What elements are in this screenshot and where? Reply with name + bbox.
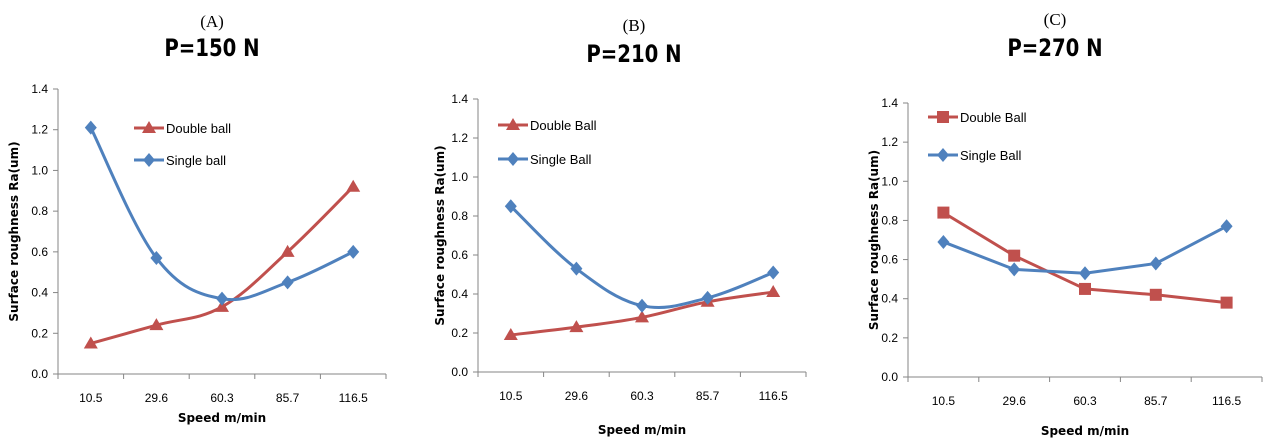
x-tick-label: 60.3 (210, 391, 234, 405)
y-axis-title: Surface roughness Ra(um) (433, 145, 447, 325)
legend-label: Double Ball (530, 118, 597, 133)
x-tick-label: 60.3 (1073, 394, 1097, 408)
x-tick-label: 10.5 (499, 389, 523, 403)
y-axis-title: Surface roughness Ra(um) (7, 141, 21, 321)
y-tick-label: 0.4 (881, 292, 898, 306)
data-point-single (1149, 256, 1162, 271)
legend-marker (937, 148, 949, 162)
data-point-double (1149, 288, 1162, 301)
x-tick-label: 29.6 (565, 389, 589, 403)
data-point-double (346, 179, 361, 192)
legend-marker (506, 118, 520, 130)
legend-marker (142, 121, 156, 133)
x-tick-label: 85.7 (1144, 394, 1168, 408)
y-tick-label: 1.0 (451, 170, 468, 184)
y-tick-label: 0.2 (31, 326, 48, 340)
y-tick-label: 0.6 (451, 248, 468, 262)
data-point-single (84, 120, 97, 135)
x-axis-title: Speed m/min (178, 411, 266, 425)
y-tick-label: 1.4 (881, 96, 898, 110)
data-point-double (83, 336, 98, 349)
data-point-double (1220, 296, 1233, 309)
x-tick-label: 29.6 (1003, 394, 1027, 408)
legend-label: Single Ball (960, 148, 1022, 163)
y-tick-label: 0.6 (881, 253, 898, 267)
y-tick-label: 0.4 (31, 286, 48, 300)
data-point-double (569, 320, 584, 333)
panel-label: (A) (200, 12, 224, 31)
y-tick-label: 0.0 (881, 370, 898, 384)
x-axis-title: Speed m/min (1041, 424, 1129, 438)
series-line-single (942, 224, 1228, 275)
data-point-single (937, 234, 950, 249)
x-tick-label: 10.5 (79, 391, 103, 405)
y-tick-label: 0.4 (451, 287, 468, 301)
x-tick-label: 85.7 (696, 389, 720, 403)
data-point-double (635, 310, 649, 323)
y-tick-label: 0.8 (31, 204, 48, 218)
y-tick-label: 1.2 (31, 123, 48, 137)
y-tick-label: 1.0 (881, 174, 898, 188)
data-point-single (636, 298, 648, 313)
data-point-single (701, 290, 714, 305)
data-point-double (280, 244, 295, 257)
data-point-single (216, 291, 228, 306)
chart-title: P=150 N (164, 34, 260, 62)
y-tick-label: 0.2 (881, 331, 898, 345)
y-tick-label: 1.4 (31, 82, 48, 96)
data-point-single (150, 250, 163, 265)
y-tick-label: 0.6 (31, 245, 48, 259)
series-line-single (89, 127, 354, 302)
y-tick-label: 1.2 (451, 131, 468, 145)
y-tick-label: 0.8 (451, 209, 468, 223)
data-point-single (1220, 219, 1233, 234)
legend-marker (507, 152, 519, 166)
data-point-double (937, 206, 950, 219)
data-point-single (570, 261, 583, 276)
y-tick-label: 0.8 (881, 213, 898, 227)
chart-title: P=210 N (586, 40, 682, 68)
y-tick-label: 0.0 (31, 367, 48, 381)
data-point-double (766, 285, 781, 298)
x-axis-title: Speed m/min (598, 423, 686, 437)
data-point-double (503, 327, 518, 340)
y-tick-label: 0.0 (451, 365, 468, 379)
legend-label: Double Ball (960, 110, 1027, 125)
data-point-double (215, 299, 229, 312)
data-point-single (281, 275, 294, 290)
y-tick-label: 1.4 (451, 92, 468, 106)
data-point-single (347, 244, 360, 259)
x-tick-label: 116.5 (1212, 394, 1241, 408)
chart-title: P=270 N (1007, 34, 1103, 62)
data-point-single (1008, 262, 1021, 277)
legend-label: Double ball (166, 121, 231, 136)
chart-svg: 0.0 0.2 0.4 0.6 0.8 1.0 1.2 1.4 10.5 29.6 60.3 85.7… (7, 82, 387, 425)
x-tick-label: 116.5 (339, 391, 368, 405)
x-tick-label: 60.3 (630, 389, 654, 403)
y-tick-label: 1.2 (881, 135, 898, 149)
data-point-single (1079, 266, 1091, 281)
legend-label: Single ball (166, 153, 226, 168)
data-point-single (504, 199, 517, 214)
data-point-double (1079, 282, 1091, 295)
y-tick-label: 0.2 (451, 326, 468, 340)
x-tick-label: 85.7 (276, 391, 300, 405)
data-point-single (767, 265, 780, 280)
x-tick-label: 29.6 (145, 391, 169, 405)
legend-marker (143, 153, 155, 167)
data-point-double (149, 318, 164, 331)
panel-label: (B) (622, 16, 646, 35)
legend-label: Single Ball (530, 152, 592, 167)
legend-marker (937, 111, 949, 123)
x-tick-label: 116.5 (759, 389, 788, 403)
y-tick-label: 1.0 (31, 163, 48, 177)
panel-label: (C) (1043, 10, 1067, 29)
x-tick-label: 10.5 (932, 394, 956, 408)
data-point-double (1008, 249, 1021, 262)
y-axis-title: Surface roughness Ra(um) (867, 150, 881, 330)
